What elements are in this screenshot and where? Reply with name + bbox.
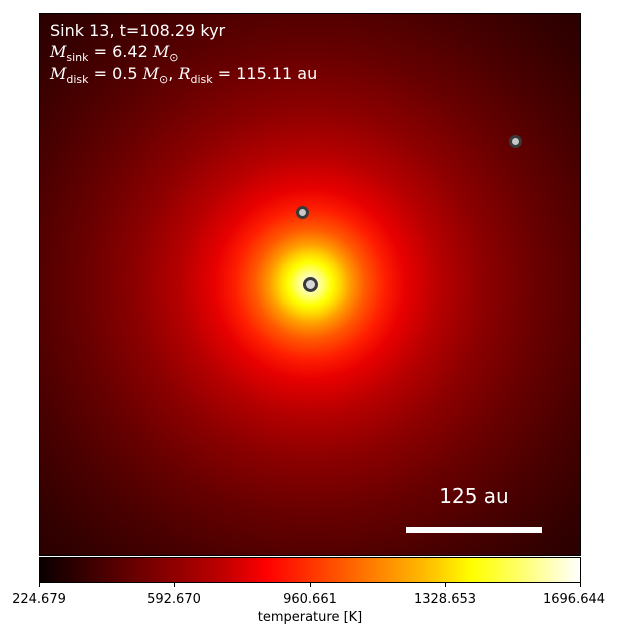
upper-left-sink-marker bbox=[296, 206, 309, 219]
colorbar-tick bbox=[310, 583, 311, 587]
colorbar-tick bbox=[174, 583, 175, 587]
colorbar-tick bbox=[580, 583, 581, 587]
temperature-colorbar bbox=[39, 557, 581, 583]
colorbar-label: temperature [K] bbox=[257, 610, 363, 625]
colorbar-tick-label: 1696.644 bbox=[542, 592, 606, 607]
colorbar-tick bbox=[445, 583, 446, 587]
title-line-sink: Sink 13, t=108.29 kyr bbox=[50, 21, 226, 40]
colorbar-tick-label: 960.661 bbox=[283, 592, 337, 607]
title-line-msink: Msink = 6.42 M⊙ bbox=[50, 42, 179, 65]
central-sink-marker bbox=[303, 277, 318, 292]
colorbar-tick bbox=[39, 583, 40, 587]
scalebar-label: 125 au bbox=[439, 484, 509, 508]
upper-right-sink-marker bbox=[509, 135, 522, 148]
title-line-mdisk: Mdisk = 0.5 M⊙, Rdisk = 115.11 au bbox=[50, 64, 318, 87]
scalebar bbox=[406, 527, 542, 533]
colorbar-tick-label: 1328.653 bbox=[413, 592, 477, 607]
colorbar-tick-label: 592.670 bbox=[147, 592, 201, 607]
temperature-map: Sink 13, t=108.29 kyr Msink = 6.42 M⊙ Md… bbox=[39, 13, 581, 556]
colorbar-tick-label: 224.679 bbox=[12, 592, 66, 607]
